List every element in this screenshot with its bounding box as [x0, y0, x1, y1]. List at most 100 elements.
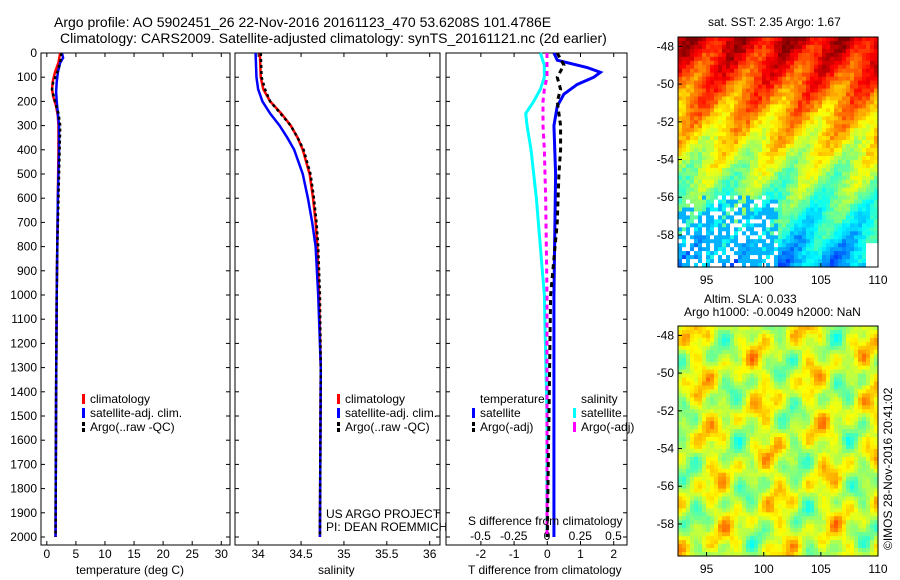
- heatmap-cell: [698, 397, 703, 402]
- heatmap-cell: [734, 187, 739, 193]
- heatmap-cell: [866, 456, 871, 462]
- heatmap-cell: [870, 409, 875, 414]
- heatmap-cell: [710, 171, 715, 177]
- heatmap-cell: [714, 167, 719, 173]
- heatmap-cell: [690, 92, 695, 98]
- heatmap-cell: [698, 468, 703, 474]
- heatmap-cell: [726, 48, 731, 54]
- heatmap-cell: [682, 215, 687, 220]
- heatmap-cell: [846, 437, 851, 442]
- heatmap-cell: [826, 124, 831, 129]
- heatmap-cell: [858, 337, 863, 343]
- heatmap-cell: [754, 60, 759, 66]
- heatmap-cell: [698, 72, 703, 78]
- heatmap-cell: [762, 56, 767, 62]
- heatmap-cell: [750, 128, 755, 133]
- heatmap-cell: [706, 167, 711, 173]
- heatmap-cell: [686, 175, 691, 181]
- heatmap-cell: [846, 175, 851, 181]
- heatmap-cell: [830, 452, 835, 458]
- heatmap-cell: [738, 96, 743, 102]
- heatmap-cell: [702, 353, 707, 359]
- heatmap-cell: [842, 156, 847, 161]
- heatmap-cell: [730, 120, 735, 125]
- heatmap-cell: [822, 156, 827, 161]
- heatmap-cell: [722, 187, 727, 193]
- heatmap-cell: [734, 357, 739, 363]
- heatmap-cell: [698, 112, 703, 117]
- heatmap-cell: [734, 464, 739, 470]
- heatmap-cell: [746, 92, 751, 98]
- heatmap-cell: [782, 203, 787, 209]
- heatmap-cell: [770, 413, 775, 418]
- heatmap-cell: [786, 112, 791, 117]
- x-tick-label: 5: [73, 547, 80, 561]
- heatmap-cell: [830, 437, 835, 442]
- heatmap-cell: [750, 345, 755, 351]
- heatmap-cell: [786, 333, 791, 339]
- heatmap-cell: [722, 112, 727, 117]
- heatmap-cell: [834, 136, 839, 141]
- heatmap-cell: [686, 239, 691, 244]
- heatmap-cell: [754, 116, 759, 121]
- heatmap-cell: [730, 199, 735, 205]
- heatmap-cell: [874, 389, 879, 394]
- heatmap-cell: [710, 259, 715, 264]
- heatmap-cell: [702, 41, 707, 46]
- heatmap-cell: [710, 191, 715, 197]
- heatmap-cell: [730, 456, 735, 462]
- heatmap-cell: [730, 84, 735, 90]
- heatmap-cell: [718, 243, 723, 248]
- heatmap-cell: [822, 68, 827, 74]
- heatmap-cell: [690, 413, 695, 418]
- heatmap-cell: [814, 41, 819, 46]
- heatmap-cell: [838, 235, 843, 240]
- heatmap-cell: [834, 247, 839, 252]
- heatmap-cell: [722, 235, 727, 240]
- heatmap-cell: [686, 96, 691, 102]
- heatmap-cell: [798, 100, 803, 105]
- heatmap-cell: [790, 52, 795, 58]
- heatmap-cell: [682, 219, 687, 224]
- heatmap-cell: [746, 239, 751, 244]
- heatmap-cell: [706, 148, 711, 153]
- heatmap-cell: [866, 41, 871, 46]
- heatmap-cell: [766, 441, 771, 446]
- heatmap-cell: [686, 116, 691, 121]
- heatmap-cell: [846, 199, 851, 205]
- heatmap-cell: [818, 361, 823, 367]
- heatmap-cell: [826, 251, 831, 256]
- heatmap-cell: [846, 128, 851, 133]
- heatmap-cell: [830, 333, 835, 339]
- heatmap-cell: [846, 120, 851, 125]
- heatmap-cell: [706, 152, 711, 157]
- heatmap-cell: [738, 227, 743, 232]
- heatmap-cell: [834, 349, 839, 355]
- heatmap-cell: [850, 183, 855, 189]
- heatmap-cell: [742, 144, 747, 149]
- heatmap-cell: [794, 389, 799, 394]
- heatmap-cell: [790, 72, 795, 78]
- heatmap-cell: [874, 52, 879, 58]
- heatmap-cell: [726, 199, 731, 205]
- heatmap-cell: [750, 132, 755, 137]
- heatmap-cell: [770, 136, 775, 141]
- heatmap-cell: [754, 80, 759, 86]
- heatmap-cell: [678, 116, 683, 121]
- heatmap-cell: [734, 203, 739, 209]
- heatmap-cell: [786, 56, 791, 62]
- heatmap-cell: [706, 37, 711, 42]
- map-y-tick-label: -48: [657, 39, 675, 53]
- heatmap-cell: [726, 468, 731, 474]
- heatmap-cell: [750, 433, 755, 438]
- heatmap-cell: [698, 333, 703, 339]
- heatmap-cell: [854, 152, 859, 157]
- heatmap-cell: [758, 409, 763, 414]
- heatmap-cell: [850, 219, 855, 224]
- heatmap-cell: [738, 41, 743, 46]
- heatmap-cell: [798, 397, 803, 402]
- heatmap-cell: [858, 345, 863, 351]
- heatmap-cell: [690, 88, 695, 94]
- heatmap-cell: [870, 259, 875, 264]
- heatmap-cell: [746, 437, 751, 442]
